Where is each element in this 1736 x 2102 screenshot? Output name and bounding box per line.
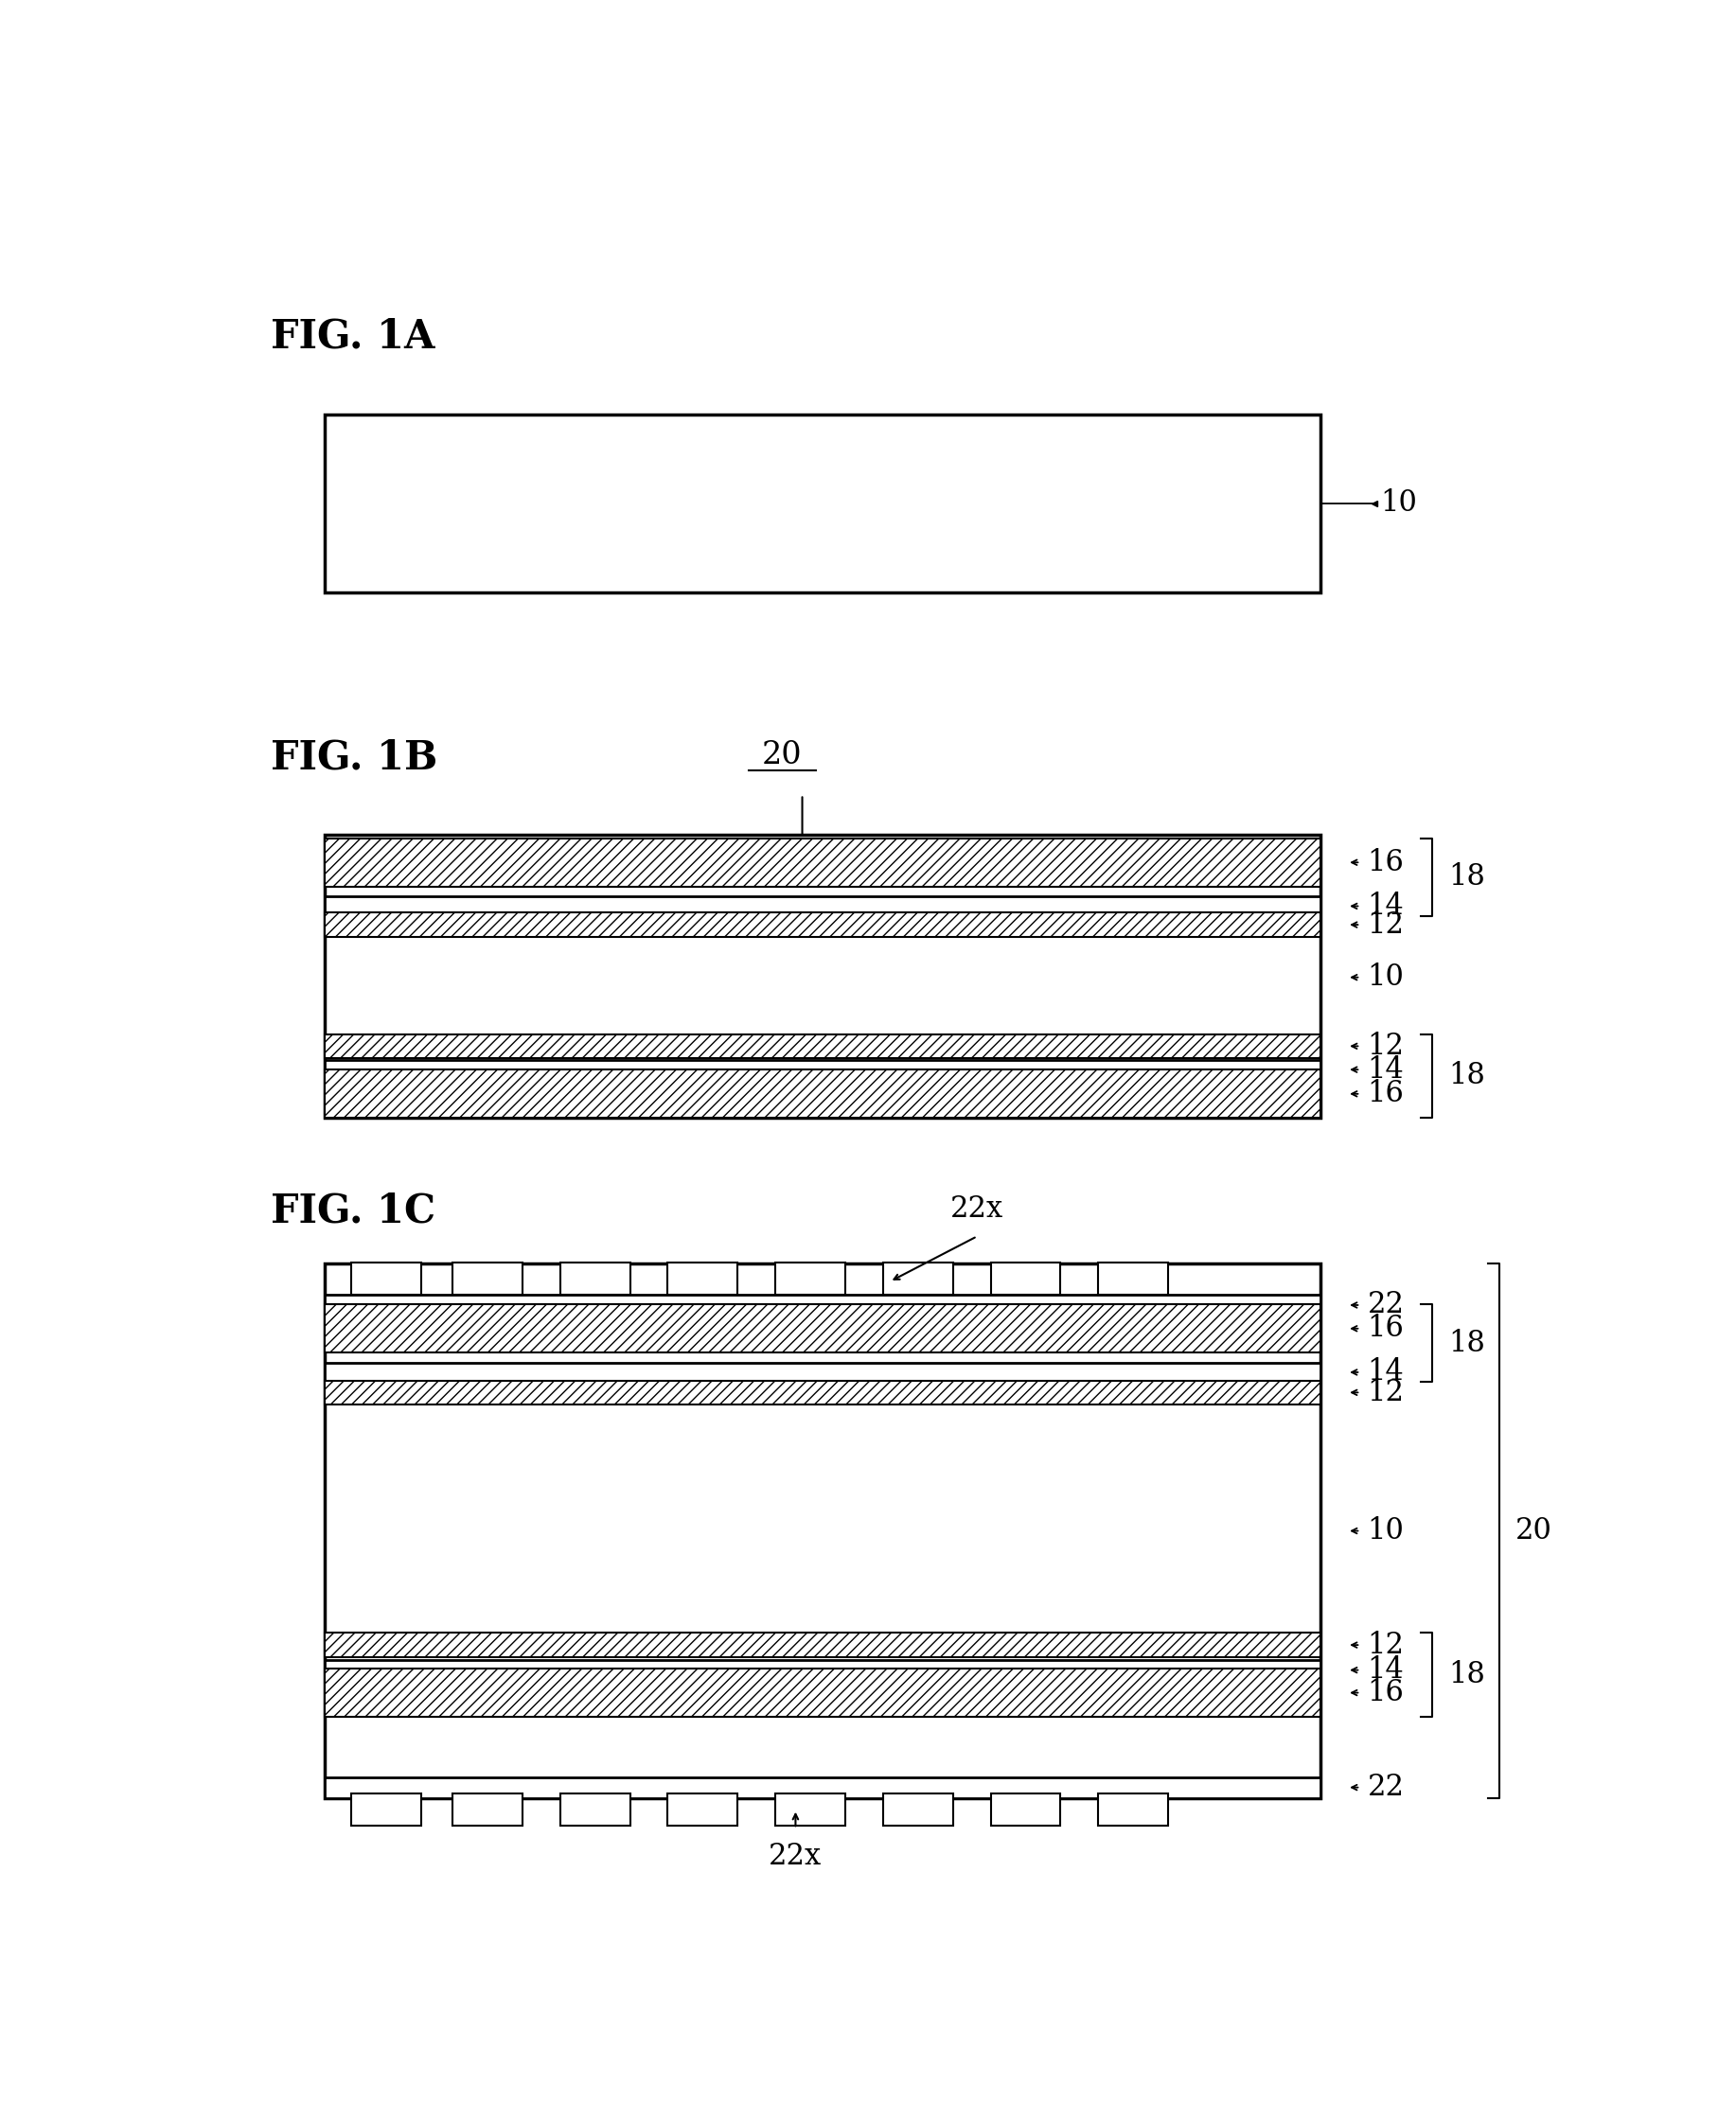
Bar — [453, 1261, 523, 1295]
Text: 10: 10 — [1368, 1516, 1404, 1545]
Text: 22: 22 — [1368, 1291, 1404, 1320]
Text: FIG. 1A: FIG. 1A — [271, 317, 436, 357]
Bar — [325, 834, 1321, 1118]
Bar — [991, 1261, 1061, 1295]
Bar — [325, 1034, 1321, 1057]
Bar — [668, 1261, 738, 1295]
Bar — [325, 912, 1321, 937]
Text: 14: 14 — [1368, 1656, 1404, 1684]
Text: 12: 12 — [1368, 1631, 1404, 1661]
Bar — [884, 1793, 953, 1825]
Text: 20: 20 — [1516, 1516, 1552, 1545]
Bar — [884, 1261, 953, 1295]
Bar — [351, 1261, 422, 1295]
Text: 14: 14 — [1368, 891, 1404, 921]
Bar — [325, 1059, 1321, 1078]
Text: 10: 10 — [1368, 963, 1404, 992]
Text: 16: 16 — [1368, 1078, 1404, 1108]
Text: 18: 18 — [1448, 1328, 1484, 1358]
Text: 16: 16 — [1368, 1314, 1404, 1343]
Text: 18: 18 — [1448, 1661, 1484, 1690]
Bar — [1099, 1261, 1168, 1295]
Bar — [325, 414, 1321, 593]
Text: FIG. 1B: FIG. 1B — [271, 738, 437, 778]
Bar — [325, 1263, 1321, 1797]
Text: 16: 16 — [1368, 847, 1404, 877]
Bar — [325, 1362, 1321, 1381]
Bar — [325, 895, 1321, 916]
Bar — [325, 1295, 1321, 1316]
Bar — [325, 839, 1321, 887]
Text: 22: 22 — [1368, 1772, 1404, 1801]
Text: 22x: 22x — [951, 1194, 1003, 1223]
Bar — [325, 1381, 1321, 1404]
Bar — [351, 1793, 422, 1825]
Bar — [325, 1669, 1321, 1717]
Bar — [325, 1303, 1321, 1354]
Text: 16: 16 — [1368, 1677, 1404, 1707]
Text: 10: 10 — [1380, 488, 1418, 517]
Bar — [561, 1261, 630, 1295]
Bar — [991, 1793, 1061, 1825]
Text: FIG. 1C: FIG. 1C — [271, 1192, 436, 1232]
Bar — [776, 1793, 845, 1825]
Text: 14: 14 — [1368, 1055, 1404, 1085]
Text: 14: 14 — [1368, 1358, 1404, 1387]
Bar — [325, 1661, 1321, 1679]
Bar — [561, 1793, 630, 1825]
Bar — [668, 1793, 738, 1825]
Text: 18: 18 — [1448, 1062, 1484, 1091]
Text: 20: 20 — [762, 740, 802, 769]
Text: 12: 12 — [1368, 1377, 1404, 1406]
Text: 12: 12 — [1368, 910, 1404, 940]
Text: 22x: 22x — [769, 1841, 823, 1871]
Bar — [776, 1261, 845, 1295]
Bar — [453, 1793, 523, 1825]
Bar — [1099, 1793, 1168, 1825]
Text: 18: 18 — [1448, 862, 1484, 891]
Bar — [325, 1633, 1321, 1656]
Bar — [325, 1070, 1321, 1118]
Bar — [325, 1776, 1321, 1797]
Text: 12: 12 — [1368, 1032, 1404, 1062]
